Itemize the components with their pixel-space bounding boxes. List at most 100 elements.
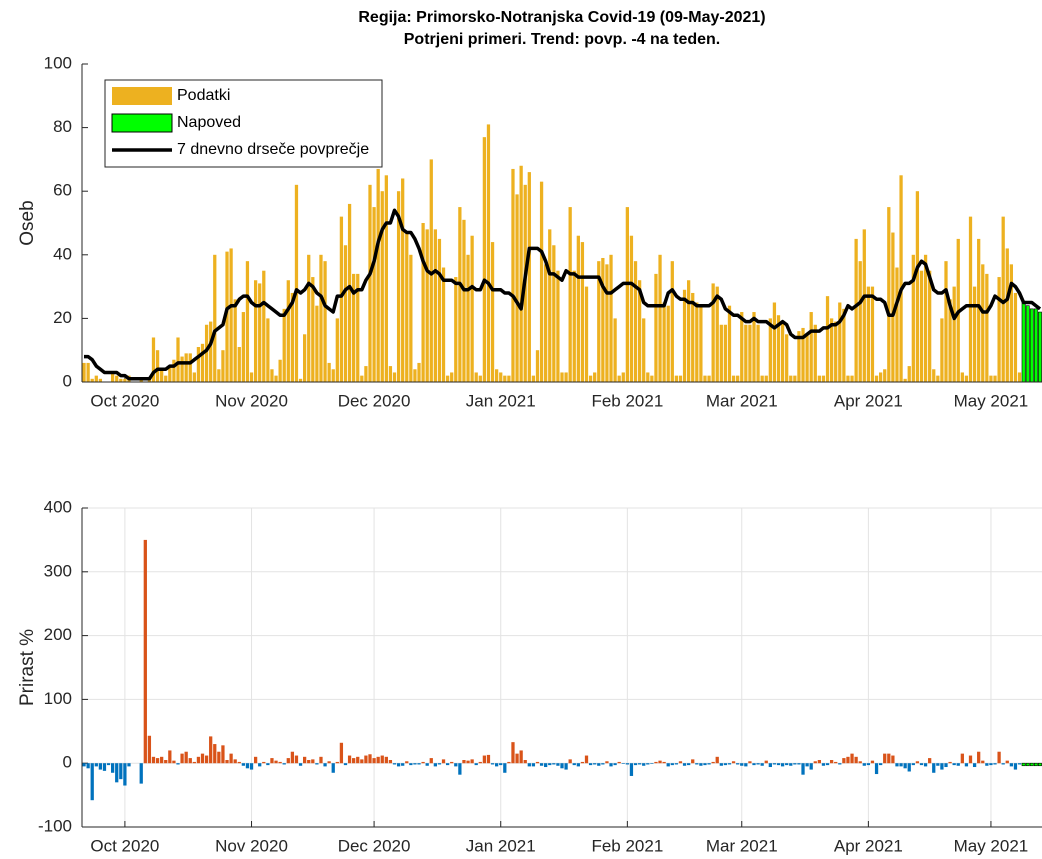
chart-subtitle: Potrjeni primeri. Trend: povp. -4 na ted… [404,31,721,48]
x-tick-label: Nov 2020 [215,391,288,410]
bar [106,763,111,766]
bar [842,308,846,382]
bar [879,763,883,766]
bar [756,763,760,765]
bar [249,763,254,770]
bar [744,324,748,382]
bar [597,261,601,382]
bar [731,375,736,382]
bar [674,375,679,382]
bar [956,763,960,766]
bar [115,763,119,783]
x-tick-label: Apr 2021 [834,391,903,410]
bar [458,763,462,775]
bar [854,238,858,382]
bar [209,736,213,764]
bar [217,369,221,382]
x-tick-label: Jan 2021 [466,391,536,410]
bar [911,254,915,382]
x-tick-label: Dec 2020 [338,391,411,410]
bar [629,235,634,382]
bar [670,261,674,382]
bar [527,763,531,767]
bar [874,375,879,382]
bar [531,763,536,767]
bar [928,270,932,382]
bar [817,760,821,764]
bar [936,763,940,766]
bar [617,375,621,382]
bar [417,362,421,382]
bar [388,760,393,764]
bar [196,347,201,382]
y-tick-label: 60 [53,181,72,200]
bar [907,366,911,382]
bar [192,372,196,382]
bar [568,759,572,764]
bar [98,378,103,382]
bar [94,375,98,382]
bar [356,273,360,382]
bar [102,763,107,771]
bar [858,261,862,382]
bar [691,292,695,382]
bar [629,763,634,776]
bar [650,763,654,764]
bar [985,273,989,382]
bar [821,763,826,766]
bar [568,207,572,382]
bar [294,755,299,764]
bar [793,763,797,765]
bar [388,366,393,382]
x-tick-label: May 2021 [954,391,1029,410]
bar [303,334,307,382]
bar [515,753,519,764]
bar [466,760,470,764]
bar [339,742,344,764]
bar [225,760,229,764]
bar [323,763,327,767]
legend-label: Podatki [177,87,230,104]
bar [1025,762,1030,767]
bar [768,763,772,768]
bar [98,763,103,770]
bar [282,308,286,382]
bar [462,219,466,382]
bar [948,299,952,382]
bar [441,759,446,764]
bar [723,324,728,382]
bar [915,761,920,764]
bar [372,758,376,764]
bar [213,254,217,382]
bar [335,761,339,764]
bar [160,369,164,382]
x-tick-label: Mar 2021 [706,391,778,410]
bar [221,745,225,764]
bar [866,286,871,382]
bar [695,763,699,765]
bar [1038,311,1042,383]
bar [870,286,875,382]
bar [776,763,781,766]
bar [462,760,466,764]
bar [666,763,670,767]
bar [678,761,683,764]
bar [793,375,797,382]
bar [829,760,834,764]
bar [699,305,703,382]
bar [429,758,433,764]
bar [740,312,744,382]
bar [176,337,180,382]
x-tick-label: Apr 2021 [834,836,903,855]
bar [151,337,156,382]
bar [360,375,364,382]
bar [838,302,842,382]
bar [948,761,952,764]
bar [401,763,405,766]
y-axis-label: Oseb [17,200,38,245]
bar [86,763,90,769]
bar [1001,216,1005,382]
bar [633,261,638,382]
bar [997,277,1001,382]
